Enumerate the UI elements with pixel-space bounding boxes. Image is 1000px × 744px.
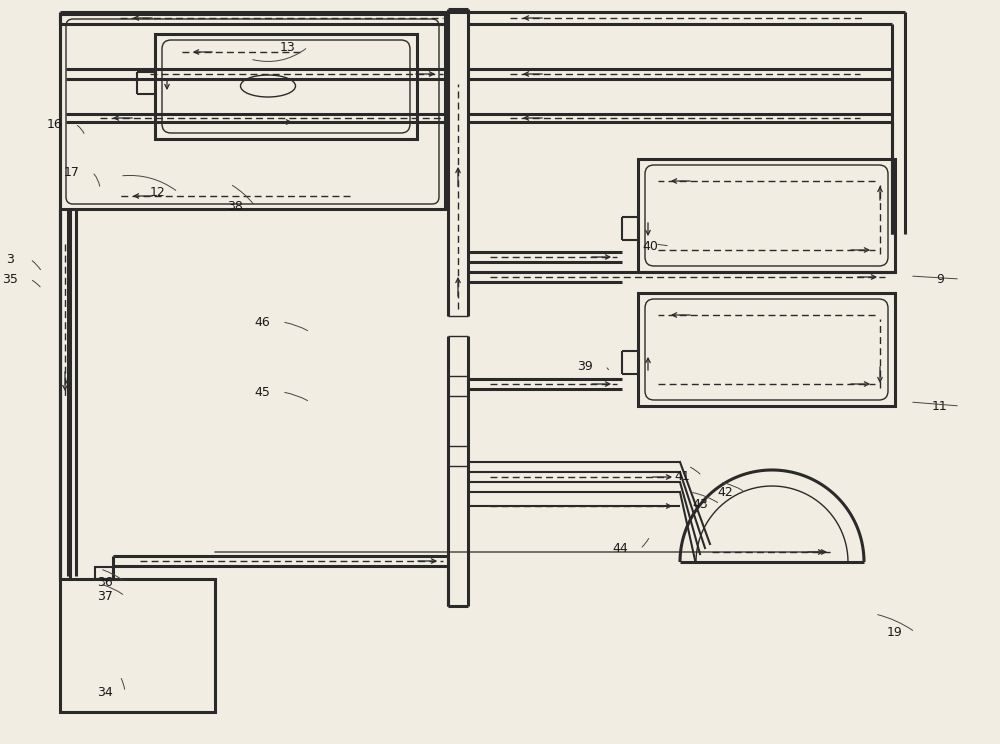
Bar (60, 14, 445, 209)
Text: 40: 40 (642, 240, 658, 252)
Text: 34: 34 (97, 685, 113, 699)
Text: 35: 35 (2, 272, 18, 286)
Bar (95, 567, 113, 579)
Text: 11: 11 (932, 400, 948, 412)
Text: 17: 17 (64, 165, 80, 179)
Text: 41: 41 (674, 469, 690, 483)
Text: 36: 36 (97, 576, 113, 589)
Text: 46: 46 (254, 315, 270, 329)
Text: 13: 13 (280, 40, 296, 54)
Text: 37: 37 (97, 589, 113, 603)
Bar (638, 293, 895, 406)
Bar (638, 159, 895, 272)
Text: 12: 12 (150, 185, 166, 199)
Text: 39: 39 (577, 359, 593, 373)
Text: 44: 44 (612, 542, 628, 556)
Bar (155, 34, 417, 139)
Text: 43: 43 (692, 498, 708, 510)
Bar (60, 579, 215, 712)
Text: 38: 38 (227, 199, 243, 213)
Text: 16: 16 (47, 118, 63, 130)
Text: 19: 19 (887, 626, 903, 638)
Text: 45: 45 (254, 385, 270, 399)
Text: 3: 3 (6, 252, 14, 266)
Text: 42: 42 (717, 486, 733, 498)
Text: 9: 9 (936, 272, 944, 286)
